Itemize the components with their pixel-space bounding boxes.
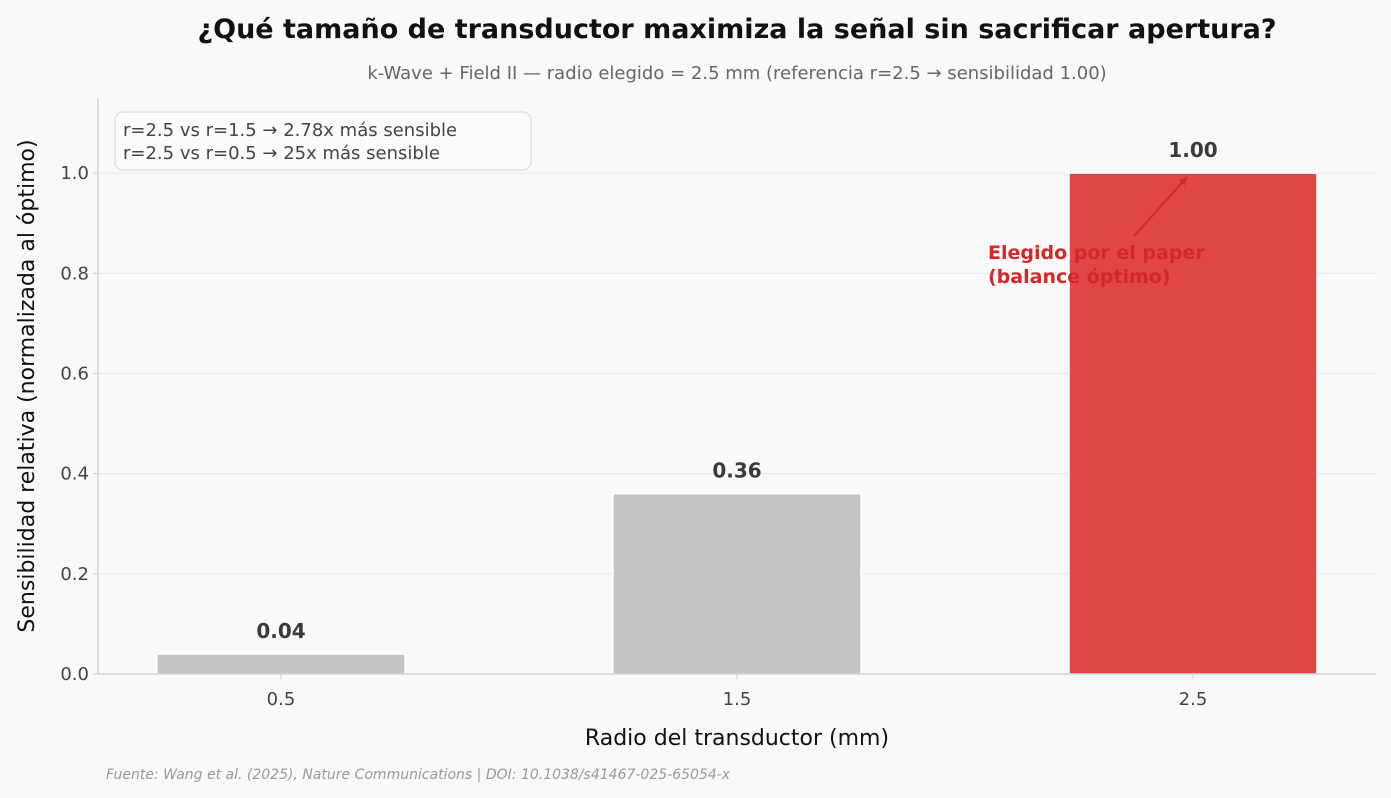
comparison-line-1: r=2.5 vs r=1.5 → 2.78x más sensible [123, 120, 457, 141]
annotation-line-1: Elegido por el paper [988, 242, 1205, 264]
comparison-line-2: r=2.5 vs r=0.5 → 25x más sensible [123, 143, 440, 164]
y-ticks: 0.0 0.2 0.4 0.6 0.8 1.0 [60, 163, 98, 685]
x-ticks: 0.5 1.5 2.5 [267, 674, 1208, 710]
bar-2.5 [1068, 172, 1318, 675]
chosen-annotation: Elegido por el paper (balance óptimo) [988, 176, 1205, 288]
chart-subtitle: k-Wave + Field II — radio elegido = 2.5 … [367, 63, 1106, 84]
x-tick-label-0.5: 0.5 [267, 689, 296, 710]
bar-1.5 [612, 492, 862, 675]
annotation-arrow [1133, 176, 1188, 237]
y-tick-label: 0.4 [60, 464, 89, 485]
y-axis-label: Sensibilidad relativa (normalizada al óp… [15, 139, 40, 632]
x-tick-label-1.5: 1.5 [723, 689, 752, 710]
chart-title: ¿Qué tamaño de transductor maximiza la s… [197, 14, 1276, 45]
value-label-2.5: 1.00 [1168, 138, 1217, 162]
comparison-box-frame [114, 111, 532, 171]
y-tick-label: 0.8 [60, 263, 89, 284]
comparison-box: r=2.5 vs r=1.5 → 2.78x más sensible r=2.… [114, 111, 532, 171]
x-tick-label-2.5: 2.5 [1179, 689, 1208, 710]
y-tick-label: 1.0 [60, 163, 89, 184]
source-note: Fuente: Wang et al. (2025), Nature Commu… [106, 767, 731, 783]
x-axis-label: Radio del transductor (mm) [585, 726, 889, 751]
value-labels: 0.04 0.36 1.00 [256, 138, 1217, 643]
y-tick-label: 0.2 [60, 564, 89, 585]
y-tick-label: 0.6 [60, 363, 89, 384]
annotation-line-2: (balance óptimo) [988, 266, 1171, 288]
bar-0.5 [156, 653, 406, 675]
y-tick-label: 0.0 [60, 664, 89, 685]
value-label-0.5: 0.04 [256, 619, 305, 643]
bars [156, 172, 1318, 675]
value-label-1.5: 0.36 [712, 459, 761, 483]
